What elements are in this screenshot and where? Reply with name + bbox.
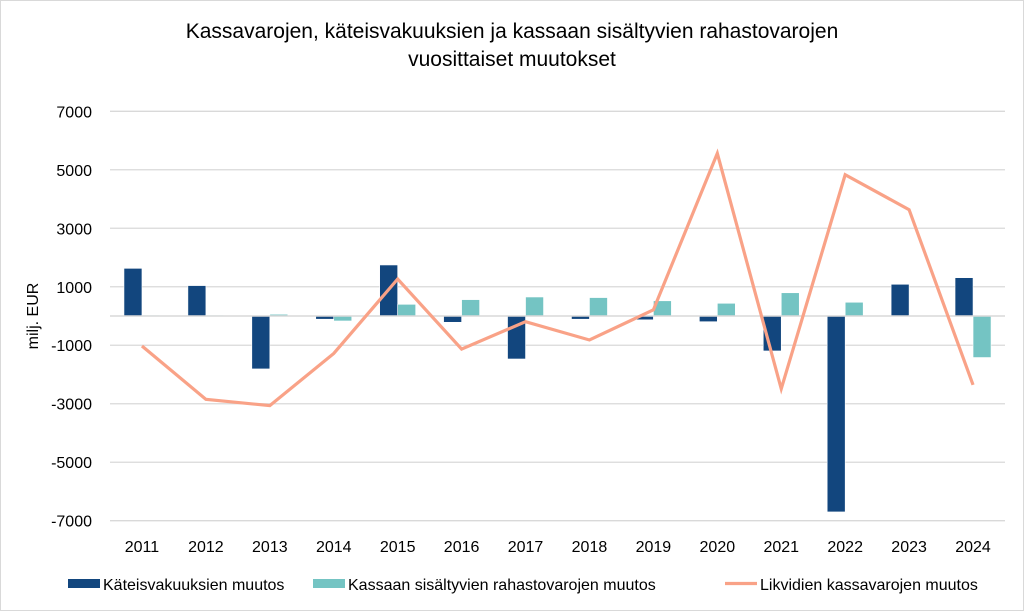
y-tick-label: 3000 bbox=[56, 221, 92, 238]
y-tick-label: -7000 bbox=[51, 514, 92, 531]
legend-label: Kassaan sisältyvien rahastovarojen muuto… bbox=[348, 577, 656, 594]
y-tick-label: -5000 bbox=[51, 455, 92, 472]
x-tick-label: 2018 bbox=[572, 539, 608, 556]
x-tick-label: 2016 bbox=[444, 539, 480, 556]
legend-item: Käteisvakuuksien muutos bbox=[68, 577, 284, 594]
chart-title: Kassavarojen, käteisvakuuksien ja kassaa… bbox=[186, 20, 839, 71]
legend-item: Kassaan sisältyvien rahastovarojen muuto… bbox=[313, 577, 656, 594]
legend-item: Likvidien kassavarojen muutos bbox=[725, 577, 978, 594]
x-tick-label: 2014 bbox=[316, 539, 352, 556]
bar-rahastovarat-2018 bbox=[589, 297, 608, 317]
bar-kateisvakuudet-2013 bbox=[251, 315, 271, 370]
line-series bbox=[140, 148, 975, 408]
bar-kateisvakuudet-2020 bbox=[699, 315, 718, 323]
x-tick-label: 2021 bbox=[763, 539, 799, 556]
x-tick-label: 2023 bbox=[891, 539, 927, 556]
legend-swatch bbox=[68, 579, 100, 588]
legend-label: Likvidien kassavarojen muutos bbox=[760, 577, 978, 594]
bar-kateisvakuudet-2012 bbox=[187, 285, 207, 317]
legend: Käteisvakuuksien muutos Kassaan sisältyvi… bbox=[68, 577, 978, 594]
bar-rahastovarat-2015 bbox=[397, 304, 416, 317]
line-likvidit-kassavarat bbox=[140, 148, 975, 408]
bar-rahastovarat-2017 bbox=[525, 296, 544, 317]
chart-title-line-1: Kassavarojen, käteisvakuuksien ja kassaa… bbox=[186, 20, 839, 43]
x-tick-label: 2022 bbox=[827, 539, 863, 556]
y-tick-label: 7000 bbox=[56, 104, 92, 121]
bar-kateisvakuudet-2016 bbox=[443, 315, 462, 323]
bars bbox=[123, 264, 992, 513]
x-tick-label: 2015 bbox=[380, 539, 416, 556]
y-tick-label: -3000 bbox=[51, 397, 92, 414]
bar-kateisvakuudet-2023 bbox=[890, 283, 910, 317]
x-tick-label: 2012 bbox=[188, 539, 224, 556]
bar-kateisvakuudet-2024 bbox=[954, 277, 974, 317]
bar-rahastovarat-2020 bbox=[717, 302, 736, 317]
x-tick-label: 2019 bbox=[636, 539, 672, 556]
bar-rahastovarat-2021 bbox=[780, 292, 800, 317]
x-tick-label: 2017 bbox=[508, 539, 544, 556]
x-tick-label: 2024 bbox=[955, 539, 991, 556]
y-axis-label: milj. EUR bbox=[25, 283, 42, 350]
y-tick-label: -1000 bbox=[51, 338, 92, 355]
chart-title-line-2: vuosittaiset muutokset bbox=[408, 48, 616, 71]
y-tick-label: 5000 bbox=[56, 163, 92, 180]
bar-kateisvakuudet-2022 bbox=[826, 315, 846, 513]
x-tick-labels: 2011 2012 2013 2014 2015 2016 2017 2018 2019 2020… bbox=[125, 539, 991, 556]
legend-swatch bbox=[313, 579, 345, 588]
x-tick-label: 2020 bbox=[700, 539, 736, 556]
x-tick-label: 2013 bbox=[252, 539, 288, 556]
bar-rahastovarat-2022 bbox=[844, 301, 864, 317]
x-tick-label: 2011 bbox=[125, 539, 160, 556]
legend-label: Käteisvakuuksien muutos bbox=[103, 577, 284, 594]
bar-rahastovarat-2024 bbox=[972, 315, 992, 358]
bar-rahastovarat-2016 bbox=[461, 299, 480, 317]
bar-kateisvakuudet-2011 bbox=[123, 268, 143, 317]
y-tick-labels: 7000 5000 3000 1000 -1000 -3000 -5000 -7000 bbox=[51, 104, 92, 530]
y-tick-label: 1000 bbox=[56, 280, 92, 297]
